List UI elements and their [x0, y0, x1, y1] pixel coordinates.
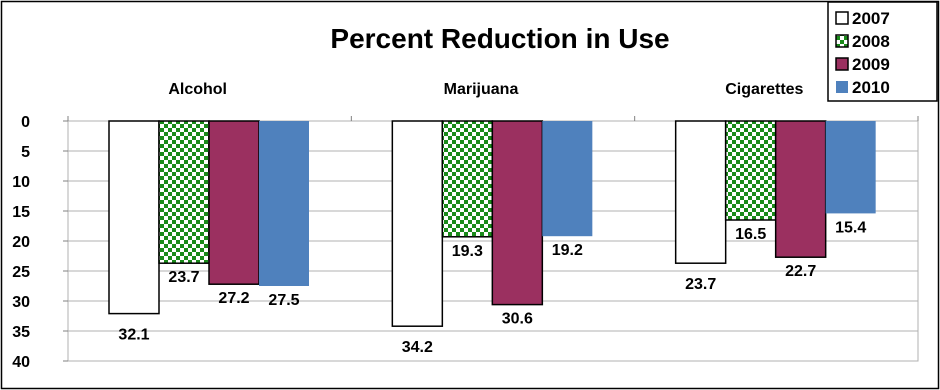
legend-swatch [835, 11, 849, 25]
data-label: 22.7 [785, 263, 816, 280]
bar-2009-alcohol [208, 120, 260, 285]
y-tick-label: 5 [21, 144, 30, 161]
y-tick-label: 0 [21, 114, 30, 131]
legend-swatch [836, 81, 848, 93]
legend-label: 2008 [852, 32, 890, 51]
data-label: 23.7 [168, 269, 199, 286]
bar-2010-cigarettes [825, 121, 876, 214]
bar-2007-marijuana [391, 120, 444, 327]
bar-2007-cigarettes [674, 120, 727, 264]
bar-2009-cigarettes [774, 120, 827, 258]
y-tick-label: 15 [12, 204, 30, 221]
chart-title: Percent Reduction in Use [330, 23, 669, 54]
data-label: 19.3 [452, 243, 483, 260]
data-label: 23.7 [685, 276, 716, 293]
y-tick-label: 35 [12, 324, 30, 341]
y-tick-label: 20 [12, 234, 30, 251]
bar-2007-alcohol [108, 120, 160, 315]
legend-label: 2007 [852, 9, 890, 28]
y-tick-label: 10 [12, 174, 30, 191]
y-tick-label: 25 [12, 264, 30, 281]
y-tick-label: 30 [12, 294, 30, 311]
y-tick-label: 40 [12, 354, 30, 371]
bar-2009-marijuana [491, 120, 544, 306]
legend-label: 2009 [852, 55, 890, 74]
bar-2010-marijuana [542, 121, 593, 237]
category-label: Alcohol [168, 81, 227, 98]
data-label: 16.5 [735, 226, 766, 243]
data-label: 34.2 [402, 339, 433, 356]
legend-swatch [835, 34, 849, 48]
data-label: 19.2 [552, 242, 583, 259]
data-label: 30.6 [502, 311, 533, 328]
bar-2010-alcohol [259, 121, 309, 286]
legend-swatch [835, 57, 849, 71]
category-label: Cigarettes [725, 81, 803, 98]
data-label: 32.1 [118, 327, 149, 344]
bar-2008-alcohol [158, 120, 210, 264]
data-label: 15.4 [835, 219, 866, 236]
legend-label: 2010 [852, 78, 890, 97]
data-label: 27.2 [218, 290, 249, 307]
bar-2008-cigarettes [724, 120, 777, 221]
category-label: Marijuana [444, 81, 519, 98]
data-label: 27.5 [268, 292, 299, 309]
bar-2008-marijuana [441, 120, 494, 238]
